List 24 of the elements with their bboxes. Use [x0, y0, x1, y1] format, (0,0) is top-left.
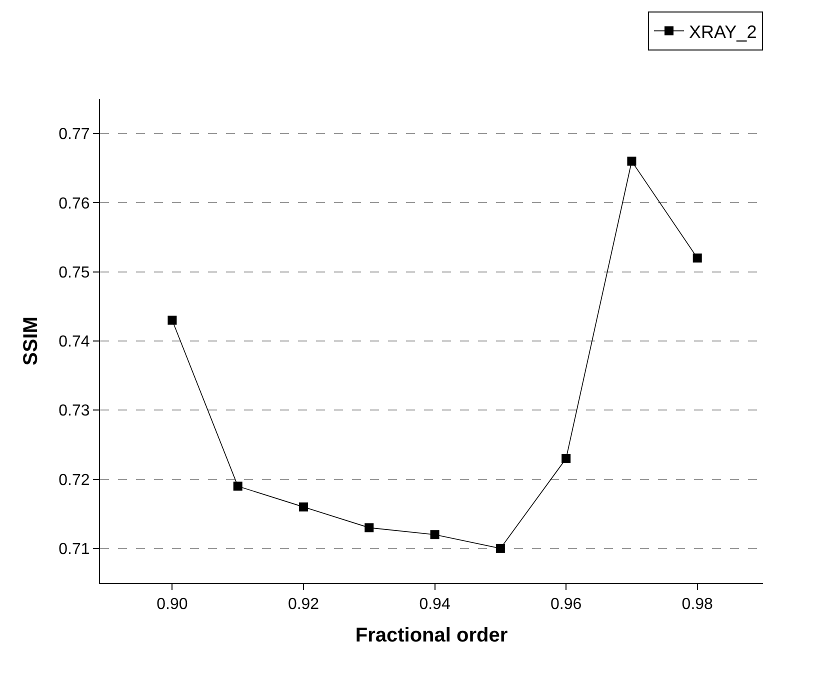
y-tick-label: 0.73: [58, 402, 90, 420]
y-tick-label: 0.77: [58, 126, 90, 144]
x-axis-title: Fractional order: [355, 624, 508, 647]
x-tick-label: 0.98: [682, 596, 714, 614]
point: [299, 502, 308, 512]
point: [233, 482, 242, 491]
point: [168, 316, 177, 325]
y-tick-label: 0.72: [58, 472, 90, 489]
y-tick-label: 0.75: [58, 264, 90, 282]
legend-label: XRAY_2: [689, 22, 757, 42]
point: [430, 530, 440, 540]
point: [562, 454, 571, 464]
point: [627, 156, 636, 166]
x-tick-label: 0.94: [419, 596, 450, 614]
y-tick-label: 0.76: [58, 195, 90, 212]
x-tick-label: 0.92: [288, 596, 320, 614]
y-tick-label: 0.74: [58, 334, 90, 351]
x-tick-label: 0.96: [550, 596, 582, 614]
point: [364, 523, 374, 532]
x-tick-label: 0.90: [156, 596, 188, 614]
point: [692, 254, 702, 263]
y-tick-label: 0.71: [58, 541, 90, 558]
point: [496, 544, 505, 553]
y-axis-title: SSIM: [20, 316, 42, 366]
